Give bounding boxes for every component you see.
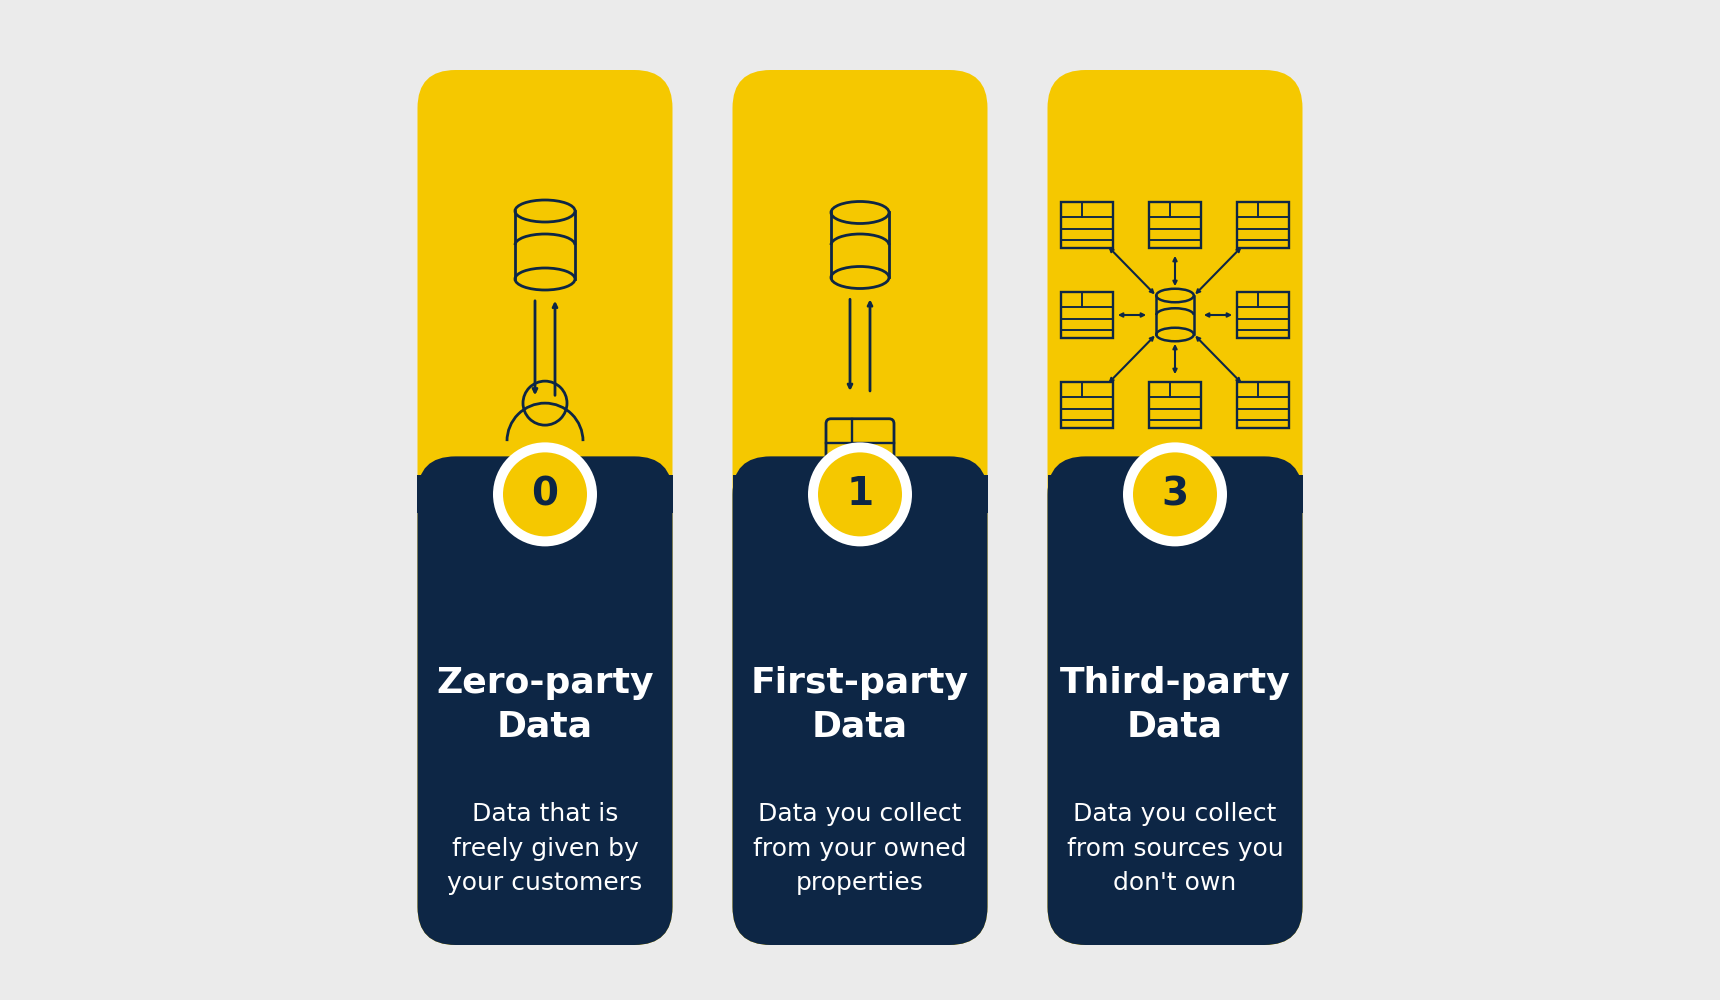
Bar (1149, 382, 1201, 428)
Text: Third-party
Data: Third-party Data (1060, 666, 1290, 743)
Bar (418, 475, 673, 513)
Text: 0: 0 (531, 475, 559, 513)
Bar (1149, 202, 1201, 248)
Bar (733, 475, 987, 513)
Circle shape (502, 452, 587, 536)
FancyBboxPatch shape (733, 70, 987, 945)
Bar (1061, 292, 1113, 338)
Circle shape (819, 452, 901, 536)
Text: Zero-party
Data: Zero-party Data (437, 666, 654, 743)
Bar (1061, 382, 1113, 428)
Text: Data you collect
from sources you
don't own: Data you collect from sources you don't … (1066, 802, 1283, 895)
Text: 3: 3 (1161, 475, 1189, 513)
Circle shape (494, 442, 597, 546)
Text: 1: 1 (846, 475, 874, 513)
Bar (1047, 475, 1302, 513)
Circle shape (808, 442, 912, 546)
Bar (1237, 292, 1288, 338)
Text: Data that is
freely given by
your customers: Data that is freely given by your custom… (447, 802, 643, 895)
FancyBboxPatch shape (418, 456, 673, 945)
Text: First-party
Data: First-party Data (752, 666, 968, 743)
Circle shape (1133, 452, 1218, 536)
Bar (1237, 202, 1288, 248)
FancyBboxPatch shape (1047, 456, 1302, 945)
Bar (1061, 202, 1113, 248)
Text: Data you collect
from your owned
properties: Data you collect from your owned propert… (753, 802, 967, 895)
FancyBboxPatch shape (418, 70, 673, 945)
Circle shape (1123, 442, 1226, 546)
FancyBboxPatch shape (1047, 70, 1302, 945)
FancyBboxPatch shape (733, 456, 987, 945)
Bar (1237, 382, 1288, 428)
